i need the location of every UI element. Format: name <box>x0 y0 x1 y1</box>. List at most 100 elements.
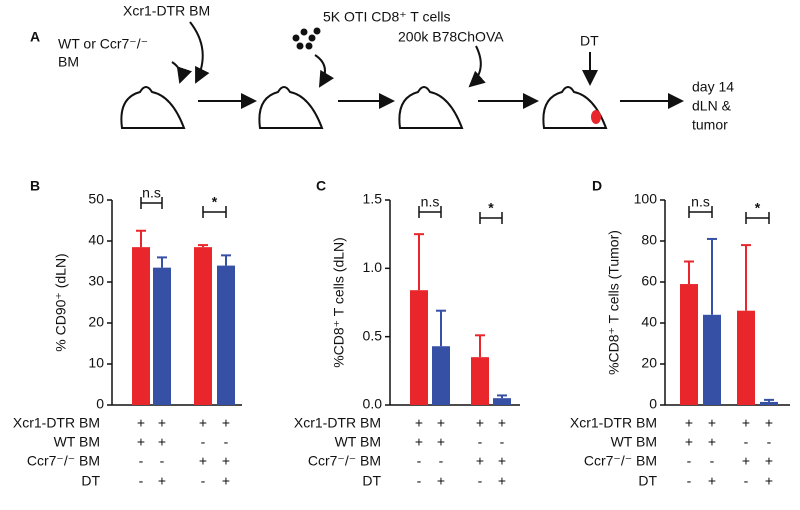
condition-sign: - <box>500 434 505 450</box>
condition-sign: - <box>478 434 483 450</box>
condition-sign: + <box>765 453 773 469</box>
condition-sign: - <box>767 434 772 450</box>
y-tick-label: 60 <box>641 273 657 289</box>
bar <box>217 265 235 405</box>
y-tick-label: 0 <box>96 396 104 412</box>
condition-sign: + <box>498 473 506 489</box>
condition-sign: - <box>224 434 229 450</box>
bar <box>153 267 171 405</box>
condition-sign: - <box>710 453 715 469</box>
condition-sign: - <box>478 473 483 489</box>
condition-label: WT BM <box>335 434 381 450</box>
condition-sign: - <box>439 453 444 469</box>
condition-sign: - <box>201 434 206 450</box>
condition-sign: + <box>742 453 750 469</box>
condition-sign: + <box>415 434 423 450</box>
condition-sign: - <box>744 473 749 489</box>
y-tick-label: 100 <box>634 191 658 207</box>
y-tick-label: 0.0 <box>363 396 383 412</box>
bar <box>194 247 212 405</box>
y-tick-label: 20 <box>641 355 657 371</box>
bar <box>760 401 778 405</box>
bar <box>703 314 721 405</box>
significance-bracket <box>202 206 227 218</box>
significance-label: n.s <box>421 194 440 210</box>
condition-sign: + <box>476 415 484 431</box>
condition-sign: - <box>687 473 692 489</box>
condition-sign: + <box>437 473 445 489</box>
condition-sign: + <box>222 415 230 431</box>
condition-label: Xcr1-DTR BM <box>294 415 381 431</box>
significance-bracket <box>479 212 503 224</box>
panel-letter: D <box>592 178 602 194</box>
mice <box>120 86 608 129</box>
condition-sign: - <box>160 453 165 469</box>
condition-sign: - <box>687 453 692 469</box>
significance-bracket <box>418 206 442 218</box>
condition-sign: + <box>158 473 166 489</box>
y-tick-label: 50 <box>88 191 104 207</box>
bar <box>410 290 428 405</box>
panel-letter: B <box>30 178 40 194</box>
condition-label: Xcr1-DTR BM <box>13 415 100 431</box>
condition-sign: + <box>137 434 145 450</box>
panel-letter: C <box>316 178 326 194</box>
condition-label: Ccr7⁻/⁻ BM <box>27 453 100 469</box>
condition-label: WT BM <box>54 434 100 450</box>
condition-sign: - <box>201 473 206 489</box>
condition-sign: + <box>137 415 145 431</box>
y-tick-label: 40 <box>88 232 104 248</box>
y-tick-label: 10 <box>88 355 104 371</box>
condition-sign: - <box>417 473 422 489</box>
condition-label: WT BM <box>611 434 657 450</box>
arrows <box>171 21 684 109</box>
condition-label: Xcr1-DTR BM <box>570 415 657 431</box>
condition-sign: + <box>199 415 207 431</box>
bar <box>471 357 489 405</box>
condition-sign: + <box>708 473 716 489</box>
condition-sign: + <box>498 453 506 469</box>
significance-bracket <box>745 212 770 224</box>
condition-label: DT <box>638 473 657 489</box>
y-tick-label: 30 <box>88 273 104 289</box>
schematic-label: 200k B78ChOVA <box>398 29 504 45</box>
significance-label: * <box>488 200 494 216</box>
schematic-label: 5K OTI CD8⁺ T cells <box>323 9 450 25</box>
panel-letter: A <box>30 29 40 45</box>
condition-sign: + <box>685 415 693 431</box>
y-axis-label: %CD8⁺ T cells (Tumor) <box>606 230 622 375</box>
condition-label: DT <box>362 473 381 489</box>
y-tick-label: 80 <box>641 232 657 248</box>
schematic-label: dLN & <box>692 98 732 114</box>
condition-sign: - <box>744 434 749 450</box>
schematic-label: DT <box>580 33 599 49</box>
condition-sign: - <box>139 453 144 469</box>
condition-sign: - <box>139 473 144 489</box>
bar <box>737 310 755 405</box>
condition-label: Ccr7⁻/⁻ BM <box>584 453 657 469</box>
schematic: A Xcr1-DTR BM WT or Ccr7⁻/⁻ BM 5K OTI CD… <box>30 3 734 133</box>
bar <box>432 346 450 405</box>
condition-sign: + <box>708 434 716 450</box>
y-tick-label: 0 <box>649 396 657 412</box>
y-axis-label: %CD8⁺ T cells (dLN) <box>331 237 347 368</box>
condition-sign: + <box>742 415 750 431</box>
significance-label: n.s <box>142 185 161 201</box>
condition-sign: + <box>437 415 445 431</box>
y-tick-label: 1.5 <box>363 191 383 207</box>
condition-sign: + <box>437 434 445 450</box>
condition-sign: - <box>417 453 422 469</box>
condition-sign: + <box>222 473 230 489</box>
significance-bracket <box>688 206 713 218</box>
condition-sign: + <box>765 415 773 431</box>
significance-label: * <box>212 194 218 210</box>
schematic-label: BM <box>58 54 79 70</box>
bar <box>493 398 511 405</box>
schematic-label: WT or Ccr7⁻/⁻ <box>58 36 148 52</box>
condition-label: DT <box>81 473 100 489</box>
y-tick-label: 1.0 <box>363 259 383 275</box>
condition-sign: + <box>498 415 506 431</box>
condition-sign: + <box>158 434 166 450</box>
y-tick-label: 0.5 <box>363 327 383 343</box>
